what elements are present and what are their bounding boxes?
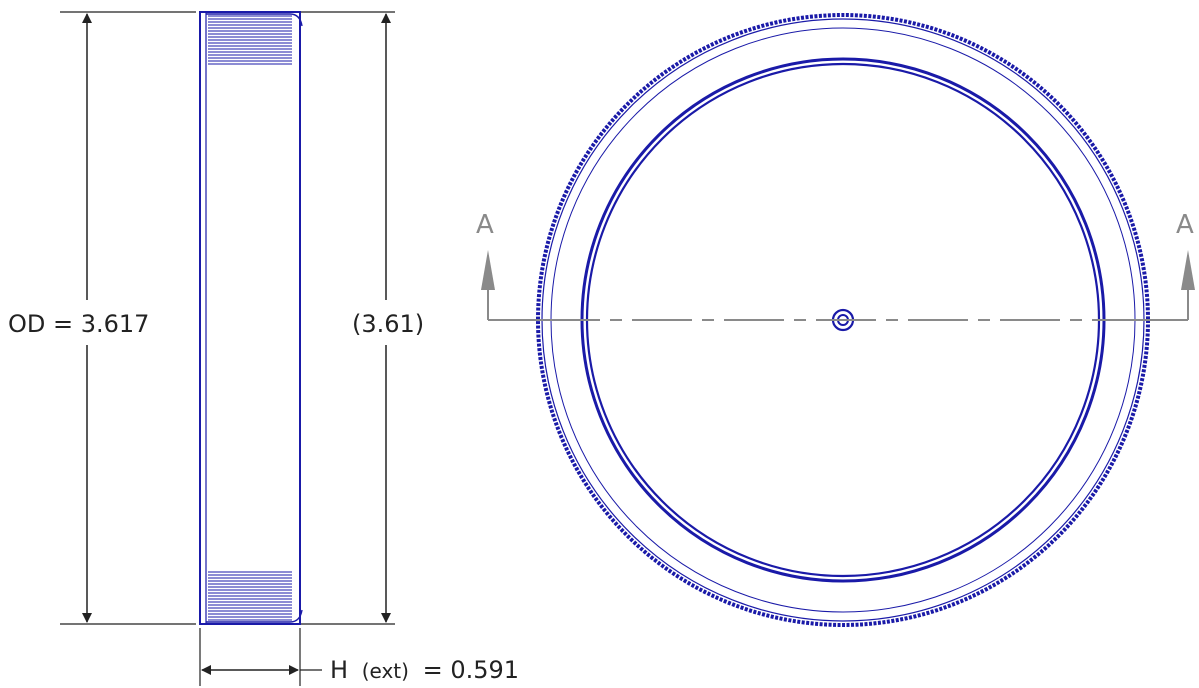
cap-side-top-fillet: [206, 13, 303, 27]
knurl-lines-bottom: [208, 571, 292, 621]
ref-height-label: (3.61): [352, 310, 424, 338]
section-letter-left: A: [476, 210, 494, 240]
h-label-prefix: H: [330, 656, 348, 684]
knurl-lines-top: [208, 15, 292, 65]
front-view: A A: [476, 13, 1195, 627]
section-letter-right: A: [1176, 210, 1194, 240]
h-label-value: = 0.591: [423, 656, 519, 684]
cap-side-bottom-fillet: [206, 609, 303, 623]
section-arrow-right: [1181, 250, 1195, 290]
section-arrow-left: [481, 250, 495, 290]
cap-side-outline: [199, 11, 301, 625]
h-label-qualifier: (ext): [362, 659, 409, 683]
od-dimension-label: OD = 3.617: [8, 310, 149, 338]
side-view: OD = 3.617 (3.61) H (ext) = 0.591: [8, 11, 519, 686]
section-line-a-a: A A: [476, 210, 1195, 321]
h-dimension-label: H (ext) = 0.591: [330, 656, 519, 684]
